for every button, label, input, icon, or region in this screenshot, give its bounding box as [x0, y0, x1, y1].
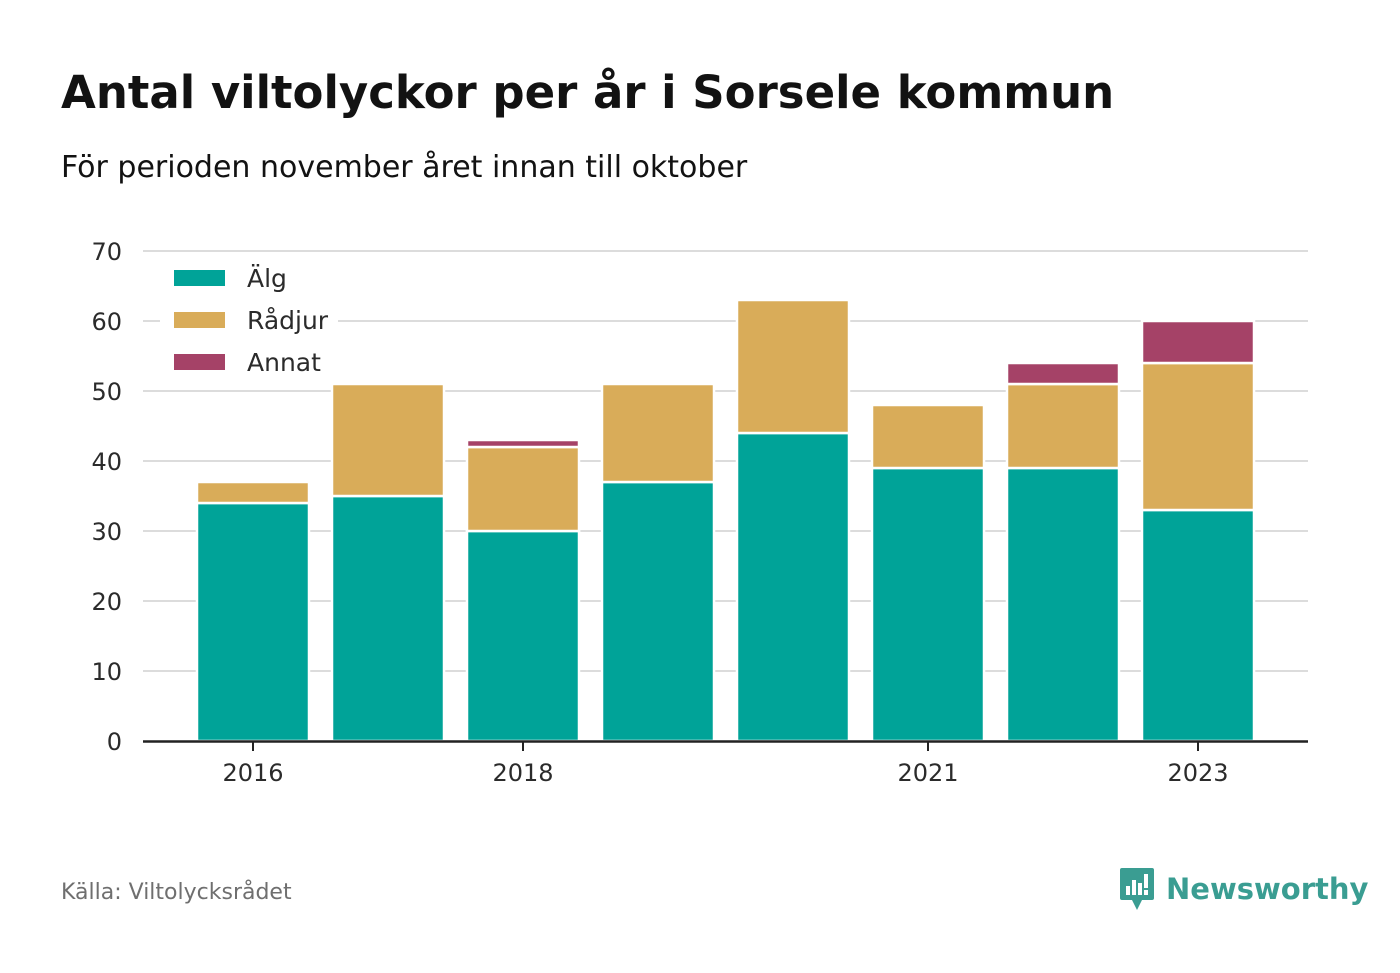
- bar-segment-annat-2022: [1005, 361, 1121, 386]
- legend-swatch-älg: [174, 270, 225, 286]
- chart-subtitle: För perioden november året innan till ok…: [61, 150, 748, 185]
- bar-segment-älg-2021: [870, 466, 986, 743]
- brand-name: Newsworthy: [1166, 872, 1369, 906]
- bar-segment-rådjur-2017: [330, 382, 446, 498]
- bar-segment-rådjur-2023: [1140, 361, 1256, 512]
- y-tick-label: 30: [91, 518, 122, 546]
- x-tick-label: 2021: [897, 759, 958, 787]
- bar-segment-rådjur-2020: [735, 298, 851, 435]
- stacked-bar-chart: 0 10 20 30 40 50 60 70 2016 2018 2021 2023 Älg Rådju…: [91, 238, 1308, 787]
- newsworthy-logo-icon: [1120, 868, 1154, 910]
- legend-label-annat: Annat: [247, 348, 321, 377]
- x-tick-label: 2018: [492, 759, 553, 787]
- bar-segment-älg-2018: [465, 529, 581, 743]
- bar-segment-älg-2017: [330, 494, 446, 743]
- bar-segment-älg-2022: [1005, 466, 1121, 743]
- bar-segment-annat-2023: [1140, 319, 1256, 365]
- axes: 0 10 20 30 40 50 60 70 2016 2018 2021 2023: [91, 238, 1308, 787]
- bar-segment-rådjur-2022: [1005, 382, 1121, 470]
- y-tick-label: 70: [91, 238, 122, 266]
- bar-segment-rådjur-2016: [195, 480, 311, 505]
- bar-segment-älg-2020: [735, 431, 851, 743]
- source-note: Källa: Viltolycksrådet: [61, 880, 292, 905]
- bar-segment-rådjur-2021: [870, 403, 986, 470]
- y-tick-label: 20: [91, 588, 122, 616]
- bar-segment-rådjur-2018: [465, 445, 581, 533]
- brand-logo: Newsworthy: [1118, 866, 1368, 912]
- y-tick-label: 10: [91, 658, 122, 686]
- chart-title: Antal viltolyckor per år i Sorsele kommu…: [61, 66, 1115, 119]
- bar-segment-älg-2019: [600, 480, 716, 743]
- bar-segment-rådjur-2019: [600, 382, 716, 484]
- legend: Älg Rådjur Annat: [160, 254, 338, 384]
- bars: [195, 298, 1256, 743]
- legend-label-rådjur: Rådjur: [247, 306, 329, 335]
- y-tick-label: 50: [91, 378, 122, 406]
- x-tick-label: 2023: [1167, 759, 1228, 787]
- bar-segment-älg-2023: [1140, 508, 1256, 743]
- legend-label-älg: Älg: [247, 264, 287, 293]
- y-tick-label: 40: [91, 448, 122, 476]
- legend-swatch-annat: [174, 354, 225, 370]
- legend-swatch-rådjur: [174, 312, 225, 328]
- x-tick-label: 2016: [222, 759, 283, 787]
- y-tick-label: 60: [91, 308, 122, 336]
- y-tick-label: 0: [107, 728, 122, 756]
- bar-segment-älg-2016: [195, 501, 311, 743]
- bar-segment-annat-2018: [465, 438, 581, 449]
